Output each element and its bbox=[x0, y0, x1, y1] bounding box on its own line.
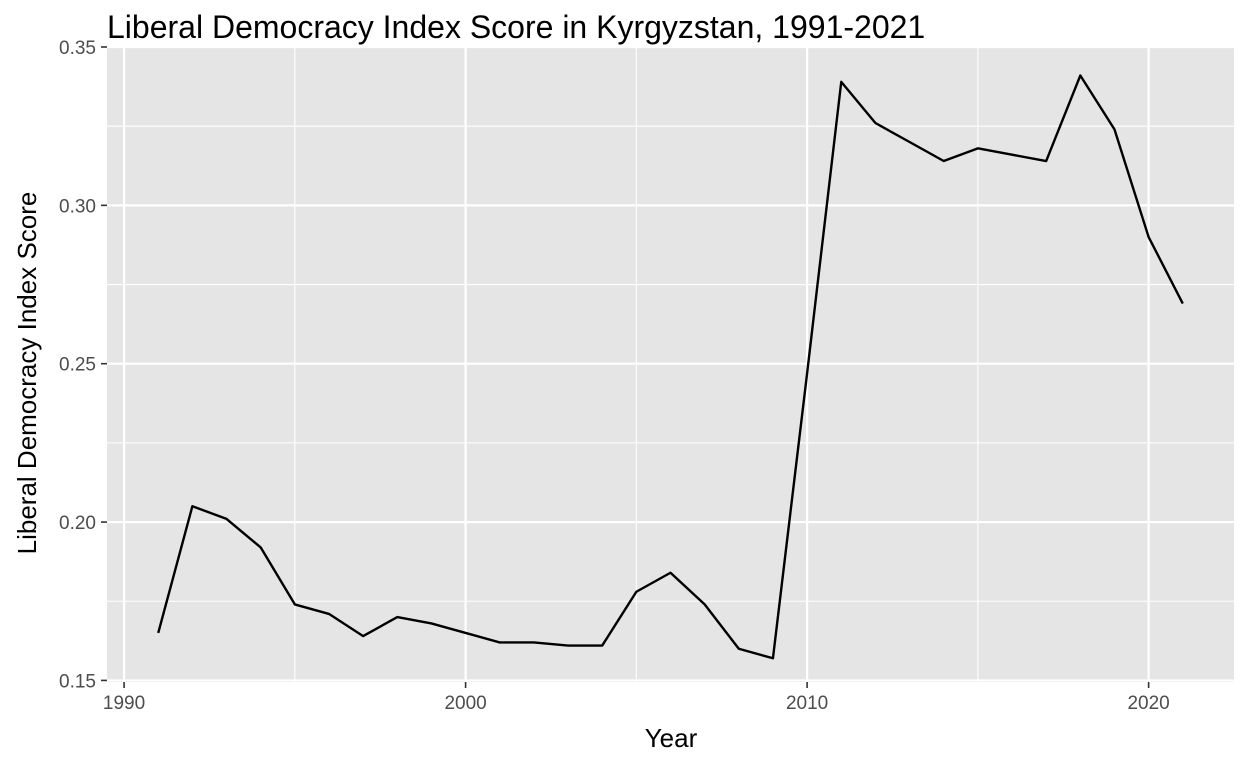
y-tick-label: 0.15 bbox=[59, 671, 96, 692]
y-tick-label: 0.35 bbox=[59, 38, 96, 59]
major-gridlines-y bbox=[107, 45, 1234, 682]
series-layer bbox=[157, 74, 1184, 660]
y-tick-label: 0.25 bbox=[59, 355, 96, 376]
y-axis-title: Liberal Democracy Index Score bbox=[12, 192, 42, 555]
x-axis-title: Year bbox=[645, 723, 698, 753]
x-tick-label: 2010 bbox=[786, 693, 828, 714]
chart-title: Liberal Democracy Index Score in Kyrgyzs… bbox=[107, 9, 925, 45]
x-tick-label: 2020 bbox=[1127, 693, 1169, 714]
series-line bbox=[157, 74, 1184, 660]
y-axis: 0.15 0.20 0.25 0.30 0.35 bbox=[59, 38, 107, 692]
x-axis: 1990 2000 2010 2020 bbox=[103, 682, 1170, 714]
x-tick-label: 1990 bbox=[103, 693, 145, 714]
y-tick-label: 0.30 bbox=[59, 196, 96, 217]
x-tick-label: 2000 bbox=[444, 693, 486, 714]
y-tick-label: 0.20 bbox=[59, 513, 96, 534]
